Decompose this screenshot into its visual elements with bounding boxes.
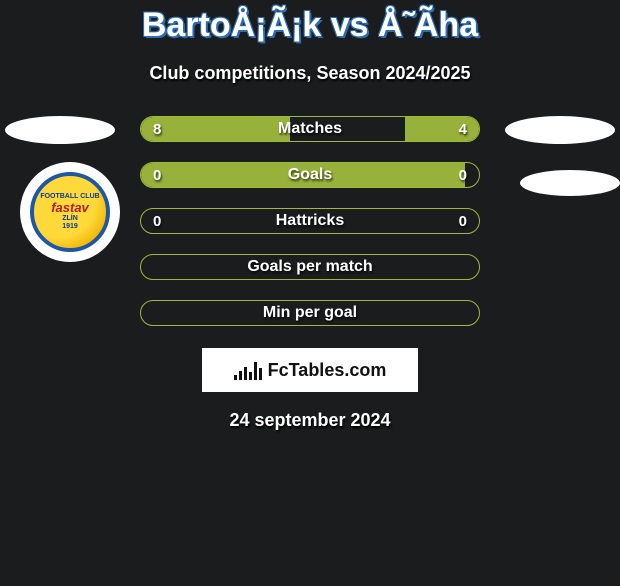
row-label: Goals <box>288 166 332 184</box>
crest-badge: FOOTBALL CLUB fastav ZLÍN 1919 <box>30 172 110 252</box>
source-logo: FcTables.com <box>202 348 418 392</box>
fill-left <box>141 117 290 141</box>
logo-bar <box>249 372 252 380</box>
value-right: 0 <box>459 167 467 184</box>
logo-bars-icon <box>234 360 262 380</box>
stat-row: Min per goal <box>140 300 480 326</box>
club-crest: FOOTBALL CLUB fastav ZLÍN 1919 <box>20 162 120 262</box>
stat-rows: 8 4 Matches 0 0 Goals 0 0 Hattricks Goals per mat… <box>140 116 480 326</box>
logo-bar <box>244 367 247 380</box>
row-label: Goals per match <box>247 258 372 276</box>
stat-row: 8 4 Matches <box>140 116 480 142</box>
stat-row: Goals per match <box>140 254 480 280</box>
date-text: 24 september 2024 <box>0 410 620 431</box>
blob-top-left <box>5 116 115 144</box>
row-label: Hattricks <box>276 212 344 230</box>
fill-right <box>405 117 479 141</box>
row-label: Matches <box>278 120 342 138</box>
comparison-block: FOOTBALL CLUB fastav ZLÍN 1919 8 4 Matches… <box>0 116 620 431</box>
blob-top-right <box>505 116 615 144</box>
logo-bar <box>259 368 262 380</box>
stat-row: 0 0 Hattricks <box>140 208 480 234</box>
row-label: Min per goal <box>263 304 357 322</box>
value-left: 8 <box>153 121 161 138</box>
subtitle: Club competitions, Season 2024/2025 <box>0 63 620 84</box>
logo-bar <box>239 371 242 380</box>
value-left: 0 <box>153 213 161 230</box>
value-right: 4 <box>459 121 467 138</box>
logo-text: FcTables.com <box>268 360 387 381</box>
page-title: BartoÅ¡Ã¡k vs Å˜Ãha <box>0 6 620 45</box>
blob-bottom-right <box>520 170 620 196</box>
crest-text: FOOTBALL CLUB fastav ZLÍN 1919 <box>40 193 99 230</box>
logo-bar <box>234 375 237 380</box>
value-left: 0 <box>153 167 161 184</box>
logo-bar <box>254 362 257 380</box>
value-right: 0 <box>459 213 467 230</box>
stat-row: 0 0 Goals <box>140 162 480 188</box>
